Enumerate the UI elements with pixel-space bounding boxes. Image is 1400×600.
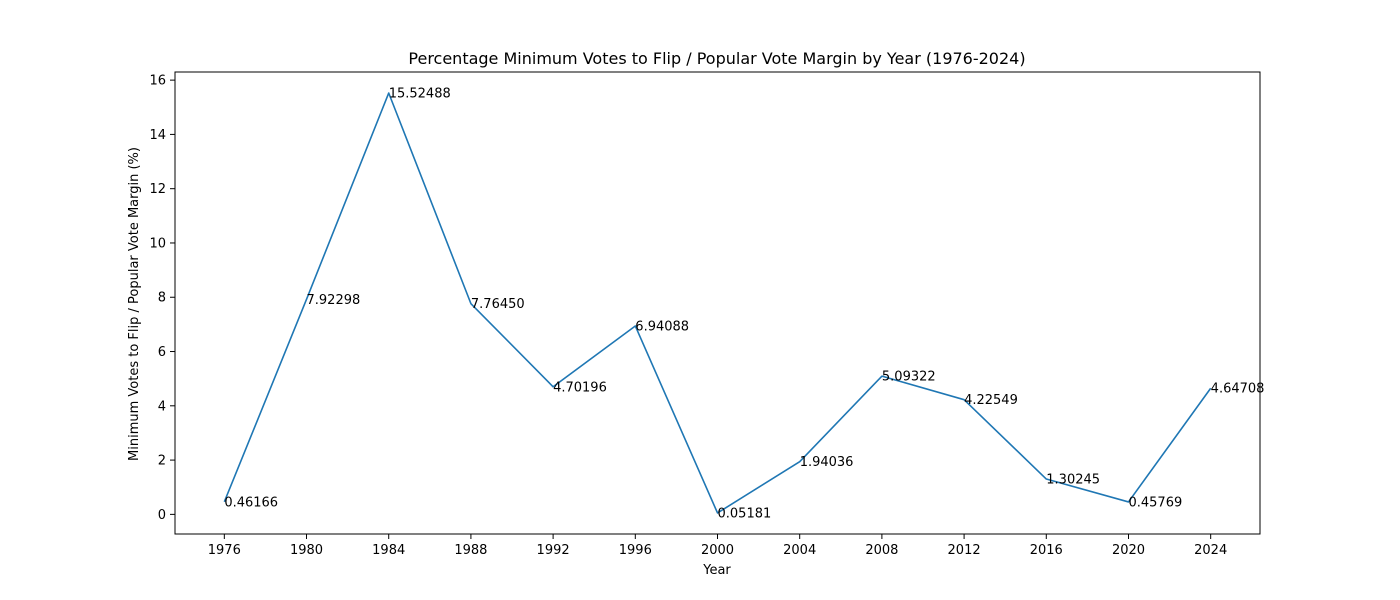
data-label: 7.76450 xyxy=(471,297,525,312)
data-label: 7.92298 xyxy=(307,293,361,308)
x-tick-label: 2008 xyxy=(865,543,898,558)
y-tick-label: 0 xyxy=(158,508,166,523)
chart-title: Percentage Minimum Votes to Flip / Popul… xyxy=(408,49,1025,68)
data-label: 4.64708 xyxy=(1211,382,1265,397)
y-tick-label: 8 xyxy=(158,291,166,306)
y-tick-label: 14 xyxy=(149,128,166,143)
x-tick-label: 2000 xyxy=(701,543,734,558)
x-tick-label: 1996 xyxy=(619,543,652,558)
series-line xyxy=(223,92,1212,514)
data-label: 4.22549 xyxy=(964,393,1018,408)
y-tick-label: 12 xyxy=(149,182,166,197)
y-tick-label: 16 xyxy=(149,74,166,89)
data-label: 4.70196 xyxy=(553,380,607,395)
x-tick-label: 1984 xyxy=(372,543,405,558)
data-labels: 0.46166 7.92298 15.52488 7.76450 4.70196 6.94… xyxy=(224,87,1264,522)
data-label: 6.94088 xyxy=(635,319,689,334)
x-tick-label: 2012 xyxy=(948,543,981,558)
data-label: 15.52488 xyxy=(389,87,451,102)
data-label: 0.46166 xyxy=(224,495,278,510)
x-tick-label: 1988 xyxy=(454,543,487,558)
x-tick-label: 1976 xyxy=(208,543,241,558)
y-tick-label: 2 xyxy=(158,454,166,469)
y-tick-label: 6 xyxy=(158,345,166,360)
x-tick-label: 1992 xyxy=(537,543,570,558)
data-label: 5.09322 xyxy=(882,370,936,385)
x-tick-label: 2016 xyxy=(1030,543,1063,558)
data-label: 1.30245 xyxy=(1046,473,1100,488)
data-label: 0.45769 xyxy=(1128,495,1182,510)
x-tick-label: 2004 xyxy=(783,543,816,558)
x-axis-label: Year xyxy=(702,563,731,578)
x-tick-label: 2020 xyxy=(1112,543,1145,558)
y-tick-label: 4 xyxy=(158,399,166,414)
data-label: 0.05181 xyxy=(718,506,772,521)
x-tick-label: 2024 xyxy=(1194,543,1227,558)
data-label: 1.94036 xyxy=(800,455,854,470)
x-tick-label: 1980 xyxy=(290,543,323,558)
x-axis-ticks: 1976 1980 1984 1988 1992 1996 2000 2004 2008 2012… xyxy=(208,534,1227,558)
y-tick-label: 10 xyxy=(149,236,166,251)
y-axis-label: Minimum Votes to Flip / Popular Vote Mar… xyxy=(127,147,142,461)
y-axis-ticks: 0 2 4 6 8 10 12 14 16 xyxy=(149,74,175,523)
plot-area: 1976 1980 1984 1988 1992 1996 2000 2004 2008 2012… xyxy=(149,71,1264,558)
